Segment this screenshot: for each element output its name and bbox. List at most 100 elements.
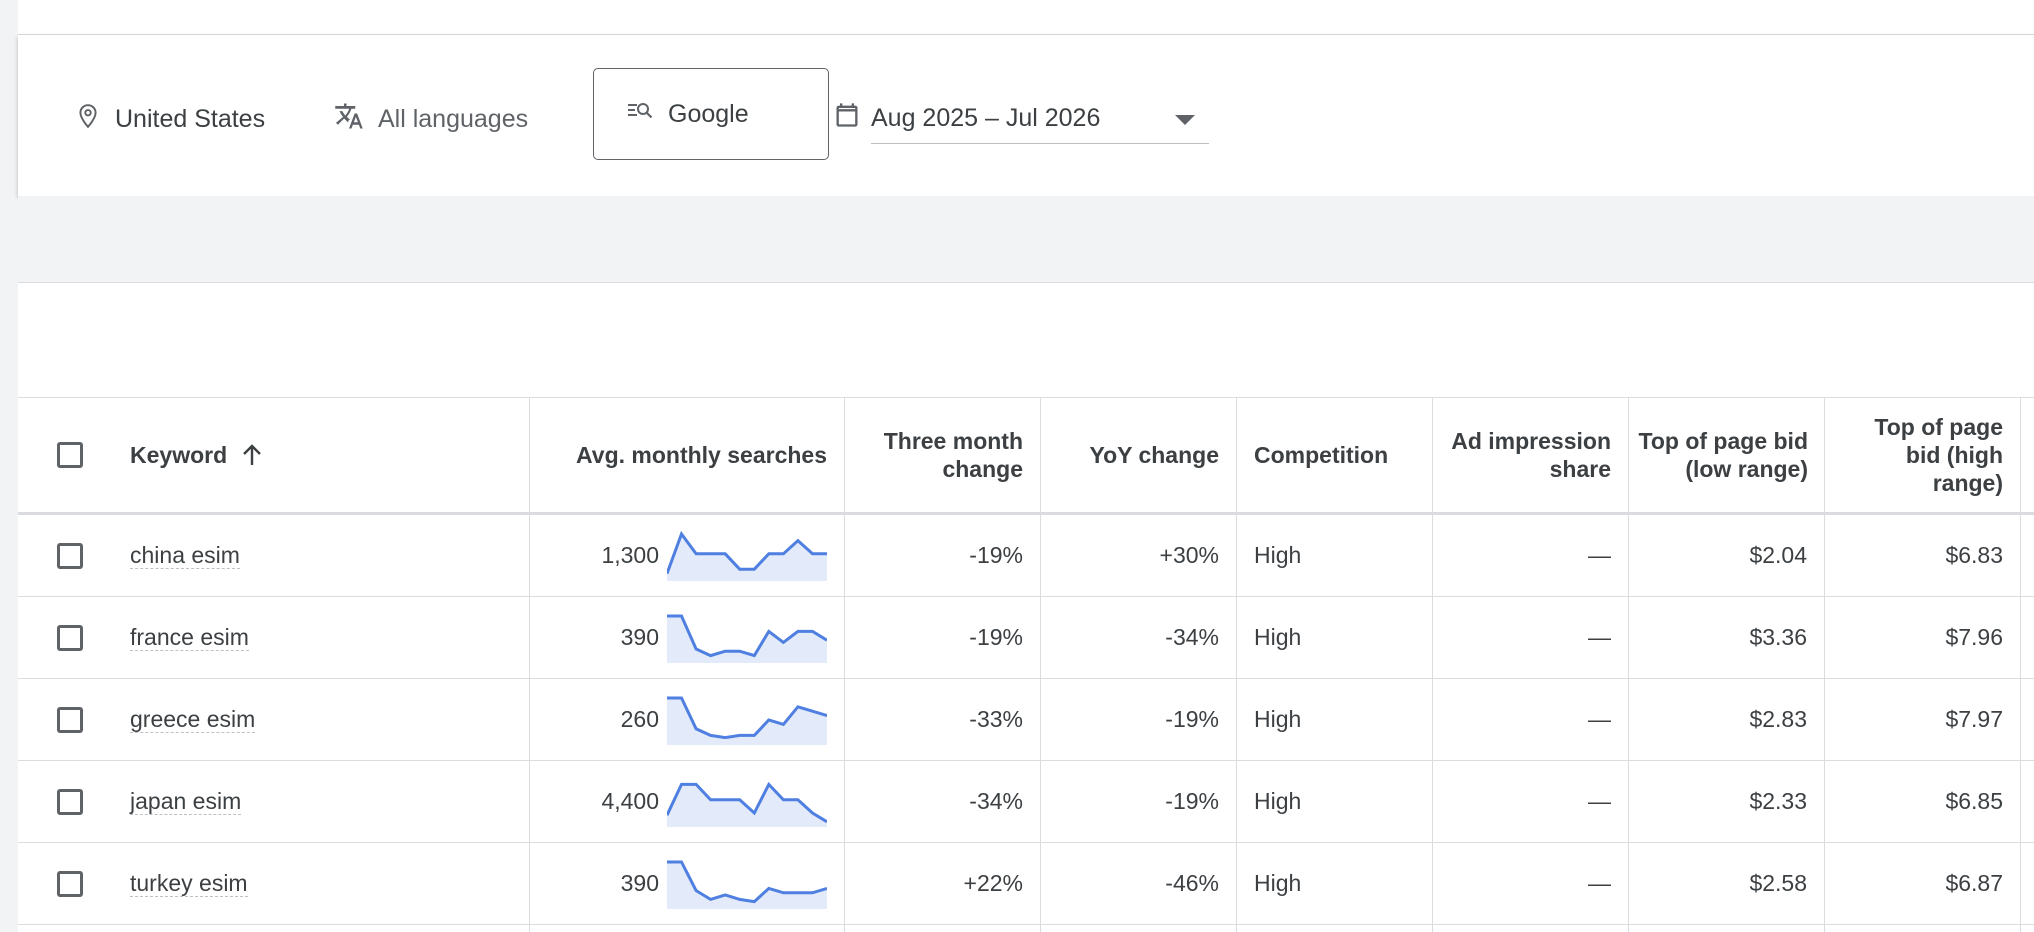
sparkline-line bbox=[667, 860, 827, 903]
header-keyword[interactable]: Keyword bbox=[130, 398, 263, 512]
header-yoy-change[interactable]: YoY change bbox=[1044, 398, 1219, 512]
keyword-link[interactable]: greece esim bbox=[130, 706, 256, 733]
location-filter[interactable]: United States bbox=[75, 95, 265, 143]
header-avg-monthly-searches[interactable]: Avg. monthly searches bbox=[529, 398, 827, 512]
trend-cell bbox=[667, 761, 827, 842]
competition-cell: High bbox=[1254, 515, 1301, 596]
bid-high-cell: $6.85 bbox=[1824, 761, 2003, 842]
competition-value: High bbox=[1254, 706, 1302, 732]
row-checkbox-cell bbox=[57, 679, 83, 760]
row-checkbox[interactable] bbox=[57, 788, 83, 815]
keyword-link[interactable]: china esim bbox=[130, 542, 240, 569]
bid-high-cell: $7.97 bbox=[1824, 679, 2003, 760]
select-all-checkbox[interactable] bbox=[57, 442, 83, 468]
trend-sparkline[interactable] bbox=[667, 777, 827, 827]
avg-monthly-searches: 390 bbox=[620, 624, 659, 650]
yoy-cell: -19% bbox=[1040, 761, 1219, 842]
competition-value: High bbox=[1254, 870, 1302, 896]
left-gutter bbox=[0, 0, 18, 932]
search-network-icon bbox=[626, 99, 668, 130]
avg-monthly-searches: 1,300 bbox=[601, 542, 659, 568]
sort-ascending-icon[interactable] bbox=[241, 443, 263, 467]
trend-sparkline[interactable] bbox=[667, 613, 827, 663]
bid-high-cell: $6.87 bbox=[1824, 843, 2003, 924]
bid-high-value: $6.87 bbox=[1945, 870, 2003, 896]
header-ad-impression-share[interactable]: Ad impression share bbox=[1437, 398, 1611, 512]
header-three-month-change-label: Three month change bbox=[883, 428, 1023, 482]
row-checkbox-cell bbox=[57, 761, 83, 842]
header-competition-label: Competition bbox=[1254, 442, 1389, 468]
table-row: france esim 390 -19% -34% High — $3.36 $7.96 bbox=[18, 597, 2034, 679]
network-filter[interactable]: Google bbox=[593, 68, 829, 160]
network-label: Google bbox=[668, 99, 749, 128]
searches-cell: 4,400 bbox=[529, 761, 659, 842]
yoy-cell: +30% bbox=[1040, 515, 1219, 596]
keyword-cell: japan esim bbox=[130, 761, 242, 842]
column-divider bbox=[1236, 397, 1237, 932]
keyword-cell: france esim bbox=[130, 597, 249, 678]
competition-value: High bbox=[1254, 624, 1302, 650]
column-divider bbox=[1432, 397, 1433, 932]
header-keyword-label: Keyword bbox=[130, 442, 228, 468]
sparkline-area bbox=[667, 783, 827, 827]
yoy-change: -46% bbox=[1165, 870, 1219, 896]
impression-share-cell: — bbox=[1432, 515, 1611, 596]
column-divider bbox=[844, 397, 845, 932]
table-header: Keyword Avg. monthly searches Three mont… bbox=[18, 397, 2034, 515]
competition-cell: High bbox=[1254, 761, 1301, 842]
trend-sparkline[interactable] bbox=[667, 530, 827, 581]
bid-low-cell: $2.33 bbox=[1628, 761, 1807, 842]
competition-cell: High bbox=[1254, 679, 1301, 760]
keyword-link[interactable]: turkey esim bbox=[130, 870, 248, 897]
top-strip bbox=[18, 0, 2034, 35]
header-three-month-change[interactable]: Three month change bbox=[848, 398, 1023, 512]
bid-high-value: $6.85 bbox=[1945, 788, 2003, 814]
searches-cell: 260 bbox=[529, 679, 659, 760]
header-bid-high[interactable]: Top of page bid (high range) bbox=[1871, 398, 2003, 512]
sparkline-line bbox=[667, 696, 827, 739]
competition-cell: High bbox=[1254, 597, 1301, 678]
three-month-change: -34% bbox=[969, 788, 1023, 814]
trend-sparkline[interactable] bbox=[667, 859, 827, 909]
row-checkbox[interactable] bbox=[57, 870, 83, 897]
keyword-link[interactable]: france esim bbox=[130, 624, 249, 651]
bid-low-value: $2.04 bbox=[1749, 542, 1807, 568]
language-filter[interactable]: All languages bbox=[334, 95, 528, 143]
date-range-select[interactable]: Aug 2025 – Jul 2026 bbox=[871, 93, 1209, 144]
select-all-checkbox-cell bbox=[57, 398, 83, 512]
sparkline-line bbox=[667, 781, 827, 823]
sparkline-area bbox=[667, 533, 827, 581]
column-divider bbox=[1040, 397, 1041, 932]
trend-cell bbox=[667, 843, 827, 924]
sparkline-line bbox=[667, 614, 827, 657]
location-label: United States bbox=[115, 104, 266, 133]
row-checkbox[interactable] bbox=[57, 542, 83, 569]
table-row: turkey esim 390 +22% -46% High — $2.58 $6.87 bbox=[18, 843, 2034, 925]
three-month-change: -19% bbox=[969, 542, 1023, 568]
bid-low-value: $3.36 bbox=[1749, 624, 1807, 650]
searches-cell: 1,300 bbox=[529, 515, 659, 596]
three-month-cell: -19% bbox=[844, 597, 1023, 678]
three-month-cell: -19% bbox=[844, 515, 1023, 596]
row-checkbox[interactable] bbox=[57, 624, 83, 651]
bid-low-cell: $2.58 bbox=[1628, 843, 1807, 924]
calendar-icon[interactable] bbox=[833, 100, 861, 135]
yoy-cell: -19% bbox=[1040, 679, 1219, 760]
three-month-change: -33% bbox=[969, 706, 1023, 732]
keyword-link[interactable]: japan esim bbox=[130, 788, 242, 815]
header-ad-impression-share-label: Ad impression share bbox=[1451, 428, 1611, 482]
row-checkbox[interactable] bbox=[57, 706, 83, 733]
bid-low-cell: $3.36 bbox=[1628, 597, 1807, 678]
trend-sparkline[interactable] bbox=[667, 695, 827, 745]
date-range-label: Aug 2025 – Jul 2026 bbox=[871, 103, 1101, 132]
avg-monthly-searches: 4,400 bbox=[601, 788, 659, 814]
header-competition[interactable]: Competition bbox=[1254, 398, 1429, 512]
three-month-change: +22% bbox=[963, 870, 1023, 896]
bid-low-cell: $2.04 bbox=[1628, 515, 1807, 596]
header-bid-low[interactable]: Top of page bid (low range) bbox=[1634, 398, 1809, 512]
competition-cell: High bbox=[1254, 843, 1301, 924]
table-row: japan esim 4,400 -34% -19% High — $2.33 $6.85 bbox=[18, 761, 2034, 843]
bid-low-value: $2.33 bbox=[1749, 788, 1807, 814]
yoy-change: -19% bbox=[1165, 706, 1219, 732]
trend-cell bbox=[667, 597, 827, 678]
